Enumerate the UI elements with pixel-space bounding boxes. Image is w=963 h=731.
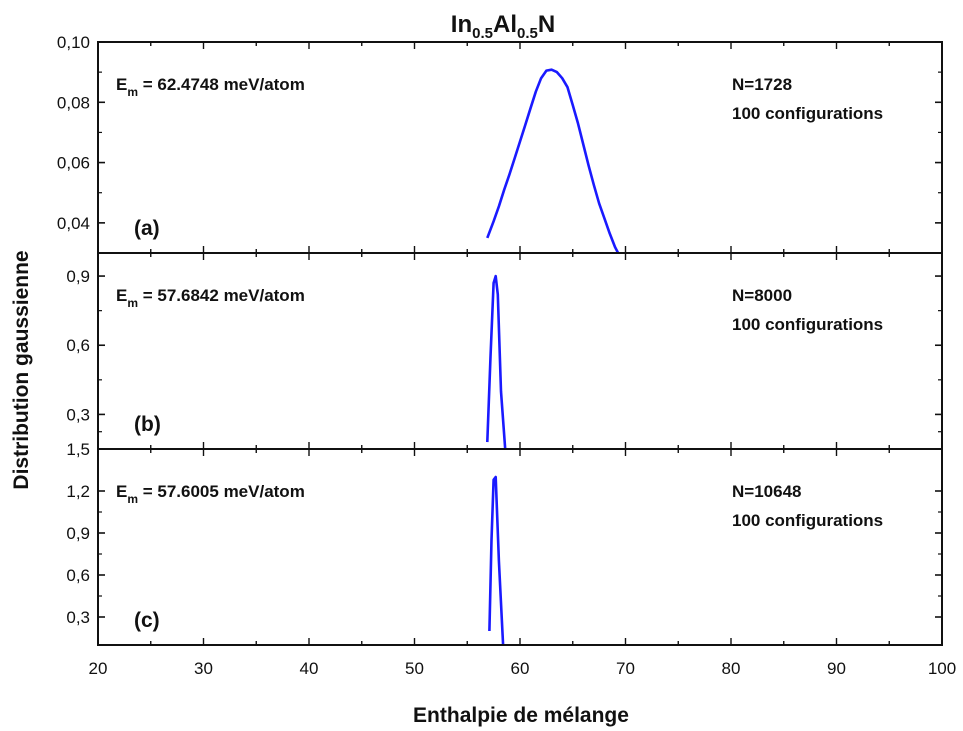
x-tick-label: 70 xyxy=(616,659,635,678)
x-tick-label: 100 xyxy=(928,659,956,678)
plot-frame xyxy=(97,41,943,646)
x-tick-label: 20 xyxy=(89,659,108,678)
axis-ticks xyxy=(97,41,943,645)
title-part-3: N xyxy=(538,11,555,38)
x-tick-label: 90 xyxy=(827,659,846,678)
energy-annotation: Em = 62.4748 meV/atom xyxy=(116,75,305,99)
y-tick-label: 0,6 xyxy=(66,336,90,355)
y-tick-label: 0,3 xyxy=(66,608,90,627)
configurations-label: 100 configurations xyxy=(732,315,883,334)
x-tick-label: 40 xyxy=(300,659,319,678)
y-tick-label: 0,3 xyxy=(66,405,90,424)
x-tick-label: 30 xyxy=(194,659,213,678)
y-tick-label: 1,5 xyxy=(66,440,90,459)
energy-annotation: Em = 57.6842 meV/atom xyxy=(116,286,305,310)
panel-label: (c) xyxy=(134,609,160,632)
atom-count-label: N=1728 xyxy=(732,75,792,94)
energy-annotation: Em = 57.6005 meV/atom xyxy=(116,482,305,506)
annotations: 0,04 0,06 0,08 0,10 (a) Em = 62.4748 meV/atom… xyxy=(57,33,956,678)
atom-count-label: N=10648 xyxy=(732,482,801,501)
title-part-2: Al xyxy=(493,11,517,38)
y-tick-label: 0,6 xyxy=(66,566,90,585)
panel-label: (b) xyxy=(134,413,161,436)
configurations-label: 100 configurations xyxy=(732,104,883,123)
x-tick-label: 60 xyxy=(511,659,530,678)
panel-frame-c xyxy=(97,448,943,646)
title-subscript-1: 0.5 xyxy=(472,25,493,42)
y-tick-label: 0,10 xyxy=(57,33,90,52)
panel-label: (a) xyxy=(134,217,160,240)
series-line-panel-a xyxy=(486,68,620,253)
x-tick-label: 80 xyxy=(722,659,741,678)
y-tick-label: 0,08 xyxy=(57,93,90,112)
series-line-panel-c xyxy=(488,475,505,645)
y-tick-label: 0,04 xyxy=(57,214,90,233)
series-line-panel-b xyxy=(486,274,507,449)
panel-frame-a xyxy=(97,41,943,254)
x-tick-label: 50 xyxy=(405,659,424,678)
title-part-1: In xyxy=(451,11,472,38)
series-lines xyxy=(486,68,620,645)
y-tick-label: 0,06 xyxy=(57,154,90,173)
atom-count-label: N=8000 xyxy=(732,286,792,305)
x-axis-title: Enthalpie de mélange xyxy=(413,704,629,727)
y-axis-title: Distribution gaussienne xyxy=(10,250,33,489)
y-tick-label: 0,9 xyxy=(66,524,90,543)
configurations-label: 100 configurations xyxy=(732,511,883,530)
y-tick-label: 1,2 xyxy=(66,482,90,501)
chart-title: In0.5Al0.5N xyxy=(451,11,555,42)
panel-frame-b xyxy=(97,252,943,450)
title-subscript-2: 0.5 xyxy=(517,25,538,42)
y-tick-label: 0,9 xyxy=(66,267,90,286)
